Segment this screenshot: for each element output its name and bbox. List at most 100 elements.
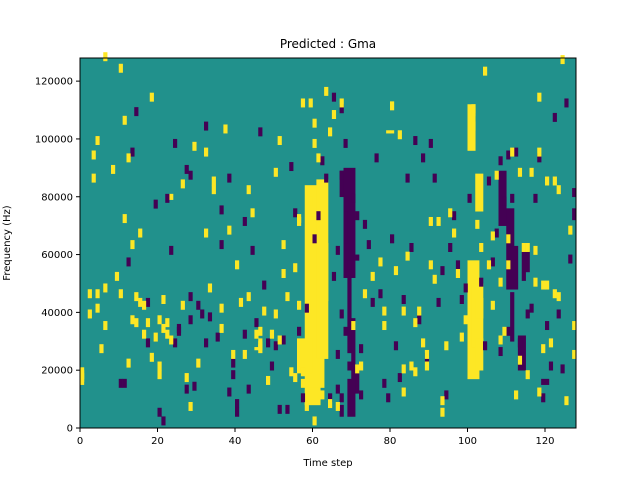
- high-cell: [293, 373, 298, 383]
- low-cell: [297, 326, 302, 336]
- high-cell: [335, 401, 340, 411]
- high-block: [316, 179, 329, 359]
- high-cell: [541, 344, 546, 354]
- high-cell: [486, 260, 492, 270]
- low-cell: [359, 390, 364, 400]
- high-cell: [548, 338, 554, 348]
- low-cell: [397, 373, 402, 383]
- high-cell: [312, 416, 317, 426]
- low-cell: [130, 147, 135, 157]
- low-cell: [176, 323, 182, 333]
- low-cell: [517, 338, 523, 348]
- low-cell: [161, 416, 166, 426]
- low-cell: [266, 338, 271, 348]
- low-cell: [564, 98, 569, 108]
- low-cell: [192, 381, 197, 391]
- low-cell: [246, 384, 251, 394]
- high-cell: [250, 208, 255, 218]
- y-tick-label: 120000: [35, 77, 73, 88]
- high-cell: [510, 147, 515, 157]
- low-cell: [204, 338, 209, 348]
- high-cell: [517, 355, 523, 365]
- high-cell: [161, 323, 166, 333]
- low-cell: [227, 173, 232, 183]
- low-cell: [254, 318, 259, 328]
- low-block: [351, 318, 356, 365]
- high-cell: [293, 263, 298, 273]
- low-cell: [506, 326, 511, 336]
- high-cell: [297, 214, 302, 224]
- low-cell: [339, 309, 344, 319]
- low-block: [347, 277, 352, 354]
- high-cell: [211, 176, 216, 186]
- high-cell: [134, 318, 139, 328]
- high-cell: [285, 292, 290, 302]
- high-cell: [269, 329, 275, 339]
- high-cell: [537, 387, 542, 397]
- high-cell: [126, 358, 131, 368]
- high-cell: [254, 329, 259, 339]
- high-cell: [502, 326, 507, 336]
- high-cell: [180, 300, 185, 310]
- high-cell: [506, 260, 511, 270]
- low-cell: [215, 332, 220, 342]
- high-cell: [122, 214, 127, 224]
- low-cell: [235, 407, 240, 417]
- high-cell: [471, 107, 476, 117]
- low-cell: [339, 170, 344, 180]
- low-cell: [200, 309, 205, 319]
- high-cell: [409, 361, 414, 371]
- high-cell: [560, 55, 565, 65]
- chart-title: Predicted : Gma: [280, 37, 376, 51]
- low-cell: [281, 335, 286, 345]
- high-cell: [219, 323, 224, 333]
- low-block: [347, 378, 356, 417]
- high-cell: [169, 335, 174, 345]
- low-cell: [455, 260, 461, 270]
- high-cell: [483, 66, 488, 76]
- low-block: [359, 344, 364, 354]
- low-cell: [343, 138, 348, 148]
- high-cell: [227, 225, 232, 235]
- x-axis-label: Time step: [302, 458, 352, 469]
- high-cell: [87, 309, 92, 319]
- low-block: [521, 251, 530, 273]
- high-cell: [262, 306, 267, 316]
- low-cell: [235, 399, 240, 409]
- x-tick-label: 60: [306, 436, 319, 447]
- high-cell: [459, 332, 464, 342]
- low-block: [572, 208, 577, 221]
- low-cell: [498, 347, 503, 357]
- high-cell: [161, 295, 166, 304]
- low-cell: [328, 393, 333, 403]
- high-cell: [405, 251, 410, 261]
- low-cell: [335, 384, 340, 394]
- high-cell: [149, 352, 154, 362]
- low-cell: [347, 260, 352, 270]
- low-cell: [432, 173, 437, 183]
- high-cell: [273, 309, 278, 319]
- high-block: [390, 130, 395, 134]
- low-cell: [285, 404, 290, 414]
- high-cell: [165, 329, 170, 339]
- high-cell: [165, 318, 170, 328]
- high-cell: [328, 399, 333, 409]
- low-cell: [506, 150, 511, 160]
- low-cell: [219, 240, 224, 250]
- high-cell: [300, 98, 306, 108]
- low-cell: [339, 104, 344, 114]
- high-cell: [91, 173, 96, 183]
- high-cell: [413, 318, 418, 328]
- low-cell: [207, 312, 213, 322]
- low-cell: [145, 297, 151, 307]
- high-cell: [428, 260, 433, 270]
- low-cell: [362, 219, 368, 229]
- high-cell: [297, 300, 302, 310]
- low-block: [339, 170, 344, 198]
- high-block: [324, 243, 329, 302]
- plot-area: [79, 52, 577, 429]
- high-cell: [258, 326, 263, 336]
- low-cell: [324, 173, 329, 183]
- high-cell: [339, 98, 344, 108]
